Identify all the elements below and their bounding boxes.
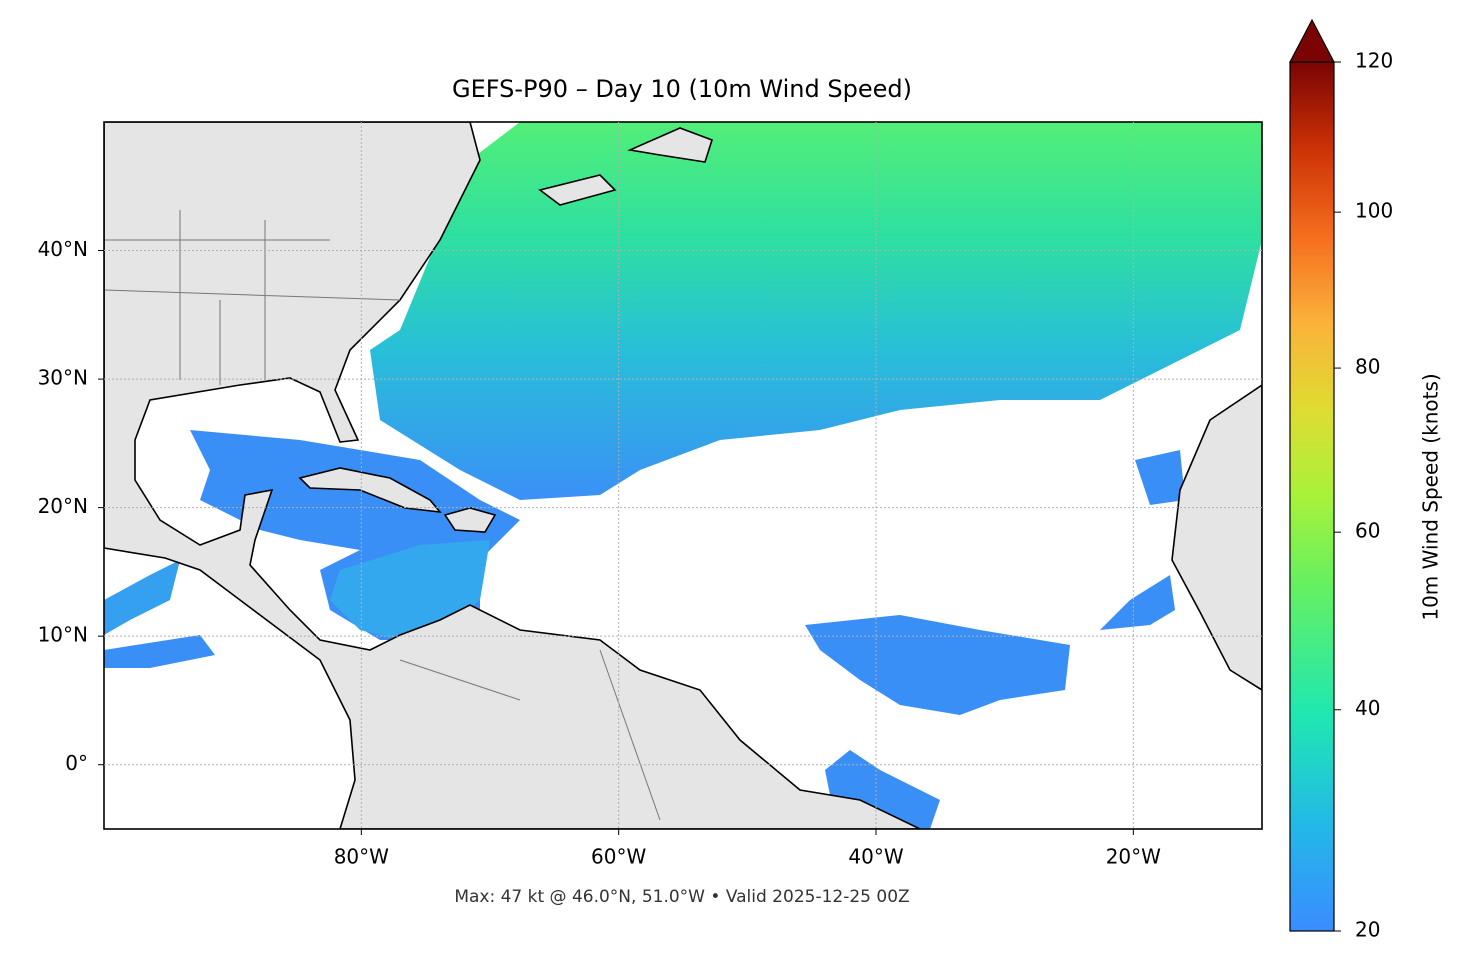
newfoundland bbox=[627, 127, 713, 163]
colorbar bbox=[1289, 61, 1335, 932]
x-tick-label: 60°W bbox=[591, 845, 646, 869]
colorbar-label: 10m Wind Speed (knots) bbox=[1419, 373, 1443, 620]
hispaniola bbox=[443, 507, 497, 533]
wind-field bbox=[1100, 575, 1175, 630]
y-tick-label: 40°N bbox=[38, 237, 88, 261]
colorbar-tick-label: 60 bbox=[1355, 519, 1380, 543]
colorbar-tick-label: 20 bbox=[1355, 918, 1380, 942]
x-tick-label: 20°W bbox=[1106, 845, 1161, 869]
annotation: Max: 47 kt @ 46.0°N, 51.0°W • Valid 2025… bbox=[454, 887, 909, 907]
nova-scotia bbox=[538, 174, 617, 206]
africa bbox=[1171, 384, 1262, 691]
borders bbox=[104, 210, 661, 821]
colorbar-tick-label: 100 bbox=[1355, 199, 1393, 223]
wind-field bbox=[370, 122, 1262, 500]
y-tick-label: 20°N bbox=[38, 494, 88, 518]
wind-field bbox=[104, 560, 180, 635]
colorbar-tick-label: 120 bbox=[1355, 49, 1393, 73]
plot-frame bbox=[103, 121, 1263, 830]
wind-field bbox=[104, 635, 215, 668]
colorbar-tick-label: 80 bbox=[1355, 355, 1380, 379]
colorbar-tick-label: 40 bbox=[1355, 696, 1380, 720]
y-tick-label: 30°N bbox=[38, 366, 88, 390]
americas bbox=[104, 122, 921, 829]
wind-field bbox=[805, 615, 1070, 715]
map-layer bbox=[104, 122, 1262, 829]
y-tick-label: 0° bbox=[65, 751, 88, 775]
x-tick-label: 80°W bbox=[334, 845, 389, 869]
x-tick-label: 40°W bbox=[848, 845, 903, 869]
chart-title: GEFS-P90 – Day 10 (10m Wind Speed) bbox=[452, 75, 912, 103]
y-tick-label: 10°N bbox=[38, 623, 88, 647]
wind-field bbox=[1135, 450, 1185, 505]
cuba bbox=[298, 467, 442, 514]
colorbar-extend bbox=[1289, 18, 1335, 63]
